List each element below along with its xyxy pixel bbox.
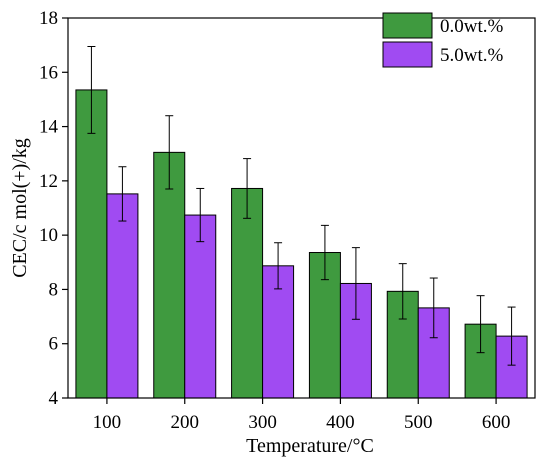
bar-series-2 — [106, 193, 139, 399]
bar-series-1 — [231, 187, 264, 399]
bar-series-1 — [75, 89, 108, 399]
x-tick-label: 300 — [248, 412, 277, 433]
bar-series-1 — [153, 151, 186, 399]
bar-series-2 — [184, 214, 217, 399]
x-tick-label: 200 — [171, 412, 200, 433]
legend-label: 0.0wt.% — [440, 16, 504, 37]
bars-layer — [75, 89, 528, 399]
x-axis: 100 200 300 400 500 600 — [93, 398, 511, 433]
y-tick-label: 14 — [39, 117, 59, 138]
y-tick-label: 16 — [39, 62, 58, 83]
legend-swatch — [382, 41, 433, 68]
y-tick-label: 18 — [39, 8, 58, 29]
y-axis: 4 6 8 10 12 14 16 18 — [39, 8, 68, 409]
x-tick-label: 600 — [482, 412, 511, 433]
legend-swatch — [382, 12, 433, 39]
legend-label: 5.0wt.% — [440, 45, 504, 66]
y-tick-label: 8 — [49, 279, 59, 300]
y-tick-label: 12 — [39, 171, 58, 192]
y-tick-label: 10 — [39, 225, 58, 246]
x-tick-label: 500 — [404, 412, 433, 433]
y-tick-label: 4 — [49, 388, 59, 409]
x-tick-label: 400 — [326, 412, 355, 433]
legend: 0.0wt.% 5.0wt.% — [382, 12, 504, 68]
plot-frame — [67, 17, 536, 399]
x-tick-label: 100 — [93, 412, 122, 433]
bar-series-2 — [339, 282, 372, 399]
x-axis-label: Temperature/°C — [246, 435, 374, 457]
y-tick-label: 6 — [49, 334, 59, 355]
y-axis-label: CEC/c mol(+)/kg — [9, 138, 31, 278]
error-bars-layer — [87, 46, 516, 366]
